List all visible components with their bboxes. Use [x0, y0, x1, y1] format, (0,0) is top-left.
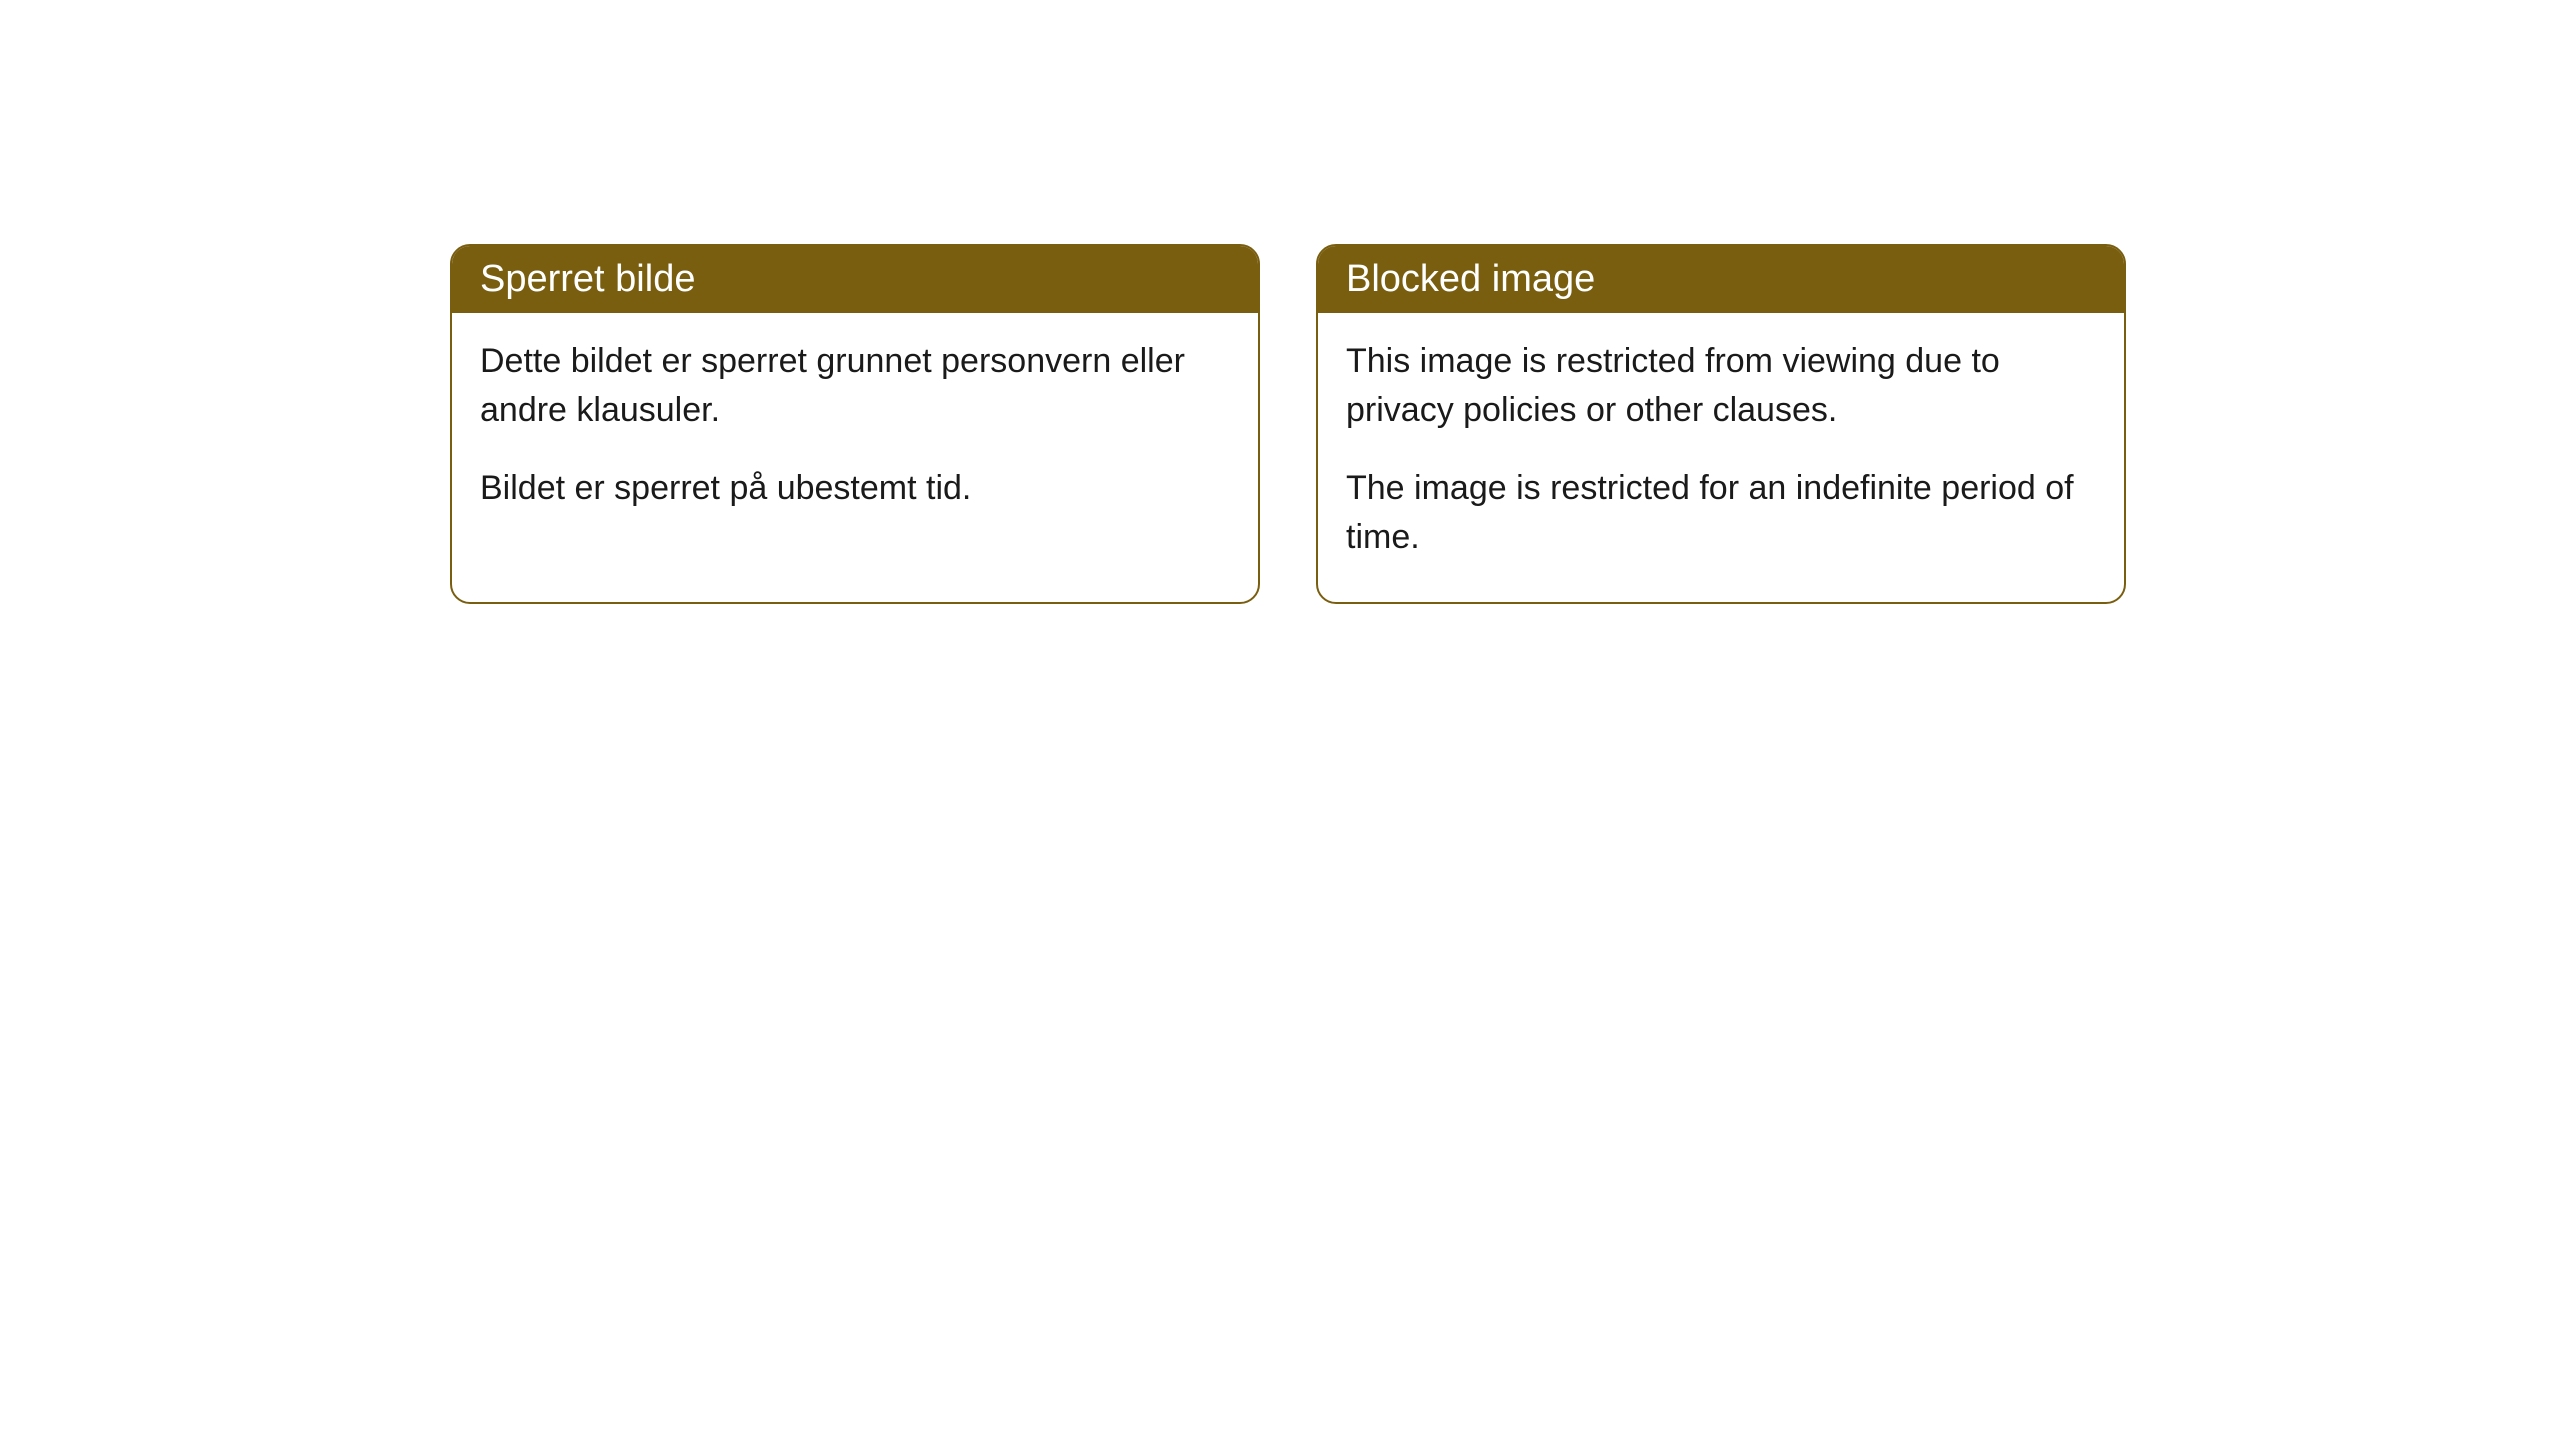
- card-paragraph: Dette bildet er sperret grunnet personve…: [480, 337, 1230, 436]
- card-title: Blocked image: [1346, 258, 1595, 300]
- notice-cards-container: Sperret bilde Dette bildet er sperret gr…: [0, 0, 2560, 604]
- card-body-norwegian: Dette bildet er sperret grunnet personve…: [452, 313, 1258, 553]
- card-paragraph: This image is restricted from viewing du…: [1346, 337, 2096, 436]
- card-body-english: This image is restricted from viewing du…: [1318, 313, 2124, 602]
- blocked-image-card-norwegian: Sperret bilde Dette bildet er sperret gr…: [450, 244, 1260, 604]
- card-title: Sperret bilde: [480, 258, 695, 300]
- card-paragraph: Bildet er sperret på ubestemt tid.: [480, 464, 1230, 513]
- card-header-norwegian: Sperret bilde: [452, 246, 1258, 313]
- card-header-english: Blocked image: [1318, 246, 2124, 313]
- card-paragraph: The image is restricted for an indefinit…: [1346, 464, 2096, 563]
- blocked-image-card-english: Blocked image This image is restricted f…: [1316, 244, 2126, 604]
